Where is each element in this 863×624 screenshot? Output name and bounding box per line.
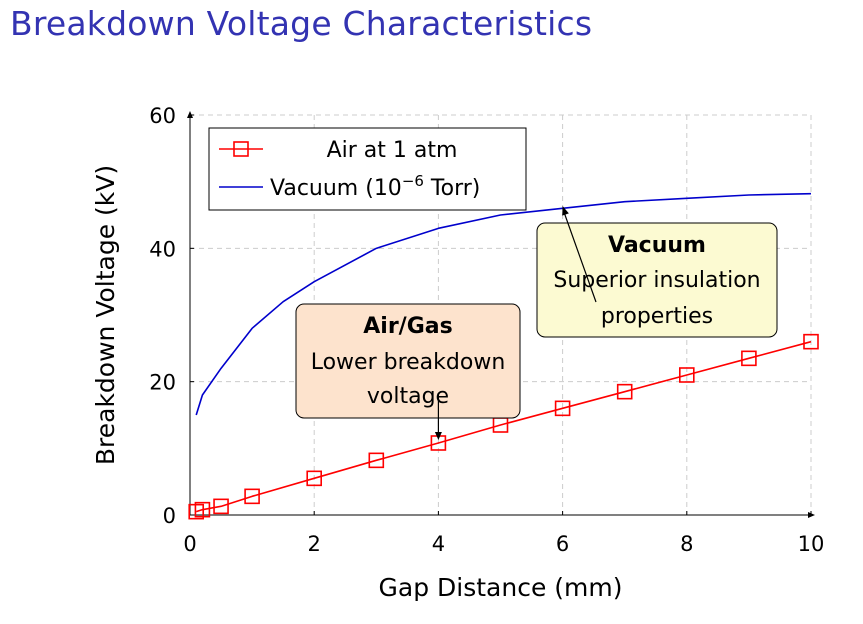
- air-data-point: [616, 383, 633, 400]
- air-data-point: [306, 470, 323, 487]
- legend-air-label: Air at 1 atm: [327, 138, 458, 163]
- air-data-point: [244, 488, 260, 505]
- air-data-point: [554, 400, 571, 417]
- legend: Air at 1 atm Vacuum (10−6 Torr): [208, 127, 527, 211]
- vacuum-annotation-title: Vacuum: [608, 233, 706, 258]
- air-data-point: [194, 501, 211, 518]
- legend-vacuum-label-exponent: −6: [402, 172, 424, 190]
- air-annotation-title: Air/Gas: [363, 314, 452, 339]
- x-axis-label: Gap Distance (mm): [379, 573, 623, 602]
- legend-vacuum-label-main: Vacuum (10: [270, 176, 402, 201]
- air-annotation-box: [295, 303, 521, 419]
- y-axis-label: Breakdown Voltage (kV): [91, 165, 120, 465]
- y-tick-label: 20: [149, 371, 176, 395]
- vacuum-annotation-arrow: [563, 210, 597, 303]
- air-data-point: [803, 333, 819, 350]
- x-tick-label: 6: [556, 532, 569, 556]
- vacuum-annotation-box: [536, 222, 778, 338]
- air-data-point: [741, 350, 757, 367]
- x-tick-label: 8: [680, 532, 693, 556]
- air-annotation-line1: Lower breakdown: [311, 350, 506, 375]
- air-annotation: Air/Gas Lower breakdown voltage: [295, 303, 521, 419]
- legend-box: [208, 127, 527, 211]
- air-data-point: [678, 367, 695, 383]
- vacuum-annotation-line1: Superior insulation: [553, 268, 760, 293]
- x-tick-label: 10: [798, 532, 825, 556]
- slide-title: Breakdown Voltage Characteristics: [10, 4, 593, 43]
- y-tick-label: 0: [163, 504, 176, 528]
- annotation-arrows: [434, 206, 597, 440]
- tick-labels: 0 2 4 6 8 10 0 20 40 60: [149, 104, 824, 556]
- x-tick-label: 4: [432, 532, 445, 556]
- air-annotation-line2: voltage: [367, 384, 449, 409]
- air-annotation-arrowhead: [434, 432, 442, 440]
- x-tick-label: 2: [308, 532, 321, 556]
- legend-vacuum-label-tail: Torr): [424, 176, 480, 201]
- y-tick-label: 40: [149, 237, 176, 261]
- annotations: Air/Gas Lower breakdown voltage Vacuum S…: [295, 206, 778, 440]
- x-tick-label: 0: [183, 532, 196, 556]
- vacuum-annotation: Vacuum Superior insulation properties: [536, 222, 778, 338]
- data-series: [188, 192, 819, 520]
- axes: [187, 111, 815, 518]
- legend-vacuum-label: Vacuum (10−6 Torr): [270, 172, 480, 201]
- vacuum-series-line: [195, 192, 812, 416]
- air-series-line: [195, 340, 812, 513]
- vacuum-annotation-line2: properties: [601, 304, 713, 329]
- y-tick-label: 60: [149, 104, 176, 128]
- air-data-point: [213, 498, 229, 515]
- air-data-point: [368, 452, 385, 469]
- legend-air-marker: [233, 141, 249, 157]
- vacuum-annotation-arrowhead: [562, 206, 569, 216]
